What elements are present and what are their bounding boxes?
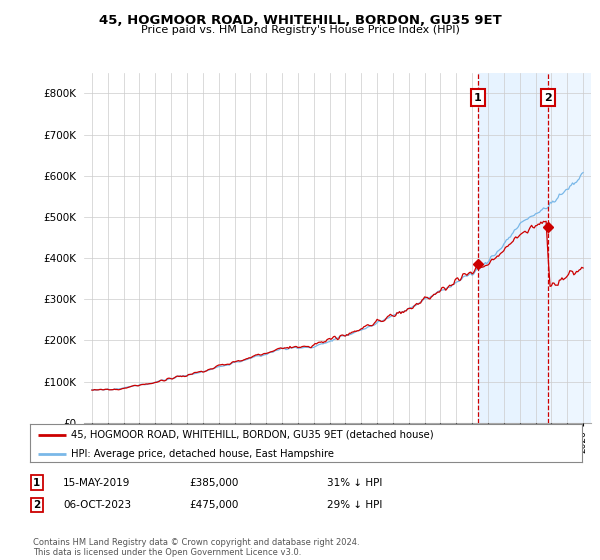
Text: Price paid vs. HM Land Registry's House Price Index (HPI): Price paid vs. HM Land Registry's House … — [140, 25, 460, 35]
Text: 1: 1 — [474, 92, 482, 102]
Bar — [478, 73, 548, 423]
Text: 15-MAY-2019: 15-MAY-2019 — [63, 478, 130, 488]
Text: £385,000: £385,000 — [189, 478, 238, 488]
Text: 2: 2 — [33, 500, 40, 510]
Text: 31% ↓ HPI: 31% ↓ HPI — [327, 478, 382, 488]
Text: 29% ↓ HPI: 29% ↓ HPI — [327, 500, 382, 510]
Text: 45, HOGMOOR ROAD, WHITEHILL, BORDON, GU35 9ET: 45, HOGMOOR ROAD, WHITEHILL, BORDON, GU3… — [98, 14, 502, 27]
Bar — [548, 73, 591, 423]
Text: Contains HM Land Registry data © Crown copyright and database right 2024.
This d: Contains HM Land Registry data © Crown c… — [33, 538, 359, 557]
Text: 2: 2 — [544, 92, 551, 102]
Text: 45, HOGMOOR ROAD, WHITEHILL, BORDON, GU35 9ET (detached house): 45, HOGMOOR ROAD, WHITEHILL, BORDON, GU3… — [71, 430, 434, 440]
Text: HPI: Average price, detached house, East Hampshire: HPI: Average price, detached house, East… — [71, 449, 334, 459]
Text: 06-OCT-2023: 06-OCT-2023 — [63, 500, 131, 510]
Text: £475,000: £475,000 — [189, 500, 238, 510]
Text: 1: 1 — [33, 478, 40, 488]
